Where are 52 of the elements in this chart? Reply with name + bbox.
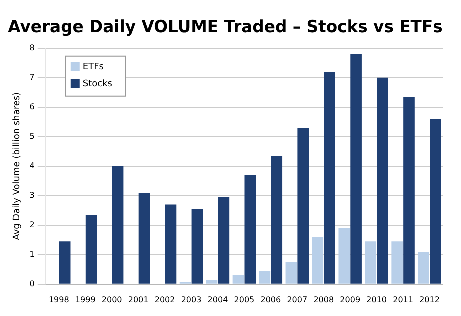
bar bbox=[392, 242, 403, 284]
bar bbox=[365, 242, 377, 284]
bar bbox=[377, 78, 388, 284]
x-tick-label: 2012 bbox=[420, 295, 440, 304]
bar bbox=[192, 209, 204, 284]
bar bbox=[206, 280, 218, 284]
legend-label: Stocks bbox=[82, 80, 113, 90]
y-tick-label: 1 bbox=[30, 250, 35, 259]
bar bbox=[338, 228, 350, 284]
bar bbox=[298, 128, 310, 284]
x-tick-label: 2011 bbox=[393, 295, 414, 304]
bar bbox=[418, 252, 430, 284]
bar bbox=[86, 215, 98, 284]
y-tick-label: 6 bbox=[30, 102, 35, 112]
x-tick-label: 2000 bbox=[102, 295, 122, 304]
bar bbox=[138, 192, 150, 284]
y-tick-label: 4 bbox=[30, 161, 35, 170]
bar bbox=[112, 166, 124, 284]
y-tick-label: 7 bbox=[30, 72, 35, 82]
bar bbox=[350, 54, 362, 284]
y-tick-label: 0 bbox=[30, 279, 35, 288]
bar bbox=[244, 175, 256, 284]
bar bbox=[59, 242, 71, 284]
y-tick-label: 8 bbox=[30, 43, 35, 52]
bar bbox=[165, 204, 177, 284]
bar bbox=[286, 262, 298, 284]
x-tick-label: 2004 bbox=[208, 295, 228, 304]
x-tick-label: 2007 bbox=[287, 295, 308, 304]
x-tick-label: 2003 bbox=[181, 295, 202, 304]
bar bbox=[232, 276, 244, 284]
bar bbox=[259, 271, 271, 284]
x-tick-label: 2009 bbox=[340, 295, 361, 304]
y-tick-label: 5 bbox=[30, 132, 35, 141]
bar bbox=[404, 97, 415, 284]
y-tick-label: 3 bbox=[30, 190, 35, 200]
x-tick-label: 2002 bbox=[154, 295, 176, 304]
y-tick-label: 2 bbox=[30, 220, 35, 230]
x-tick-label: 2006 bbox=[260, 295, 282, 304]
y-axis-title: Avg Daily Volume (billion shares) bbox=[12, 92, 23, 240]
bar bbox=[271, 156, 283, 284]
x-tick-label: 2001 bbox=[128, 295, 149, 304]
x-tick-label: 2008 bbox=[314, 295, 334, 304]
bar bbox=[218, 197, 230, 284]
x-tick-label: 2010 bbox=[366, 295, 387, 304]
x-tick-label: 1998 bbox=[48, 295, 70, 304]
x-tick-label: 2005 bbox=[234, 295, 255, 304]
legend-label: ETFs bbox=[82, 62, 104, 73]
bar bbox=[312, 237, 324, 284]
chart-title: Average Daily VOLUME Traded – Stocks vs ETFs bbox=[8, 17, 443, 37]
x-tick-label: 1999 bbox=[75, 295, 96, 304]
bar bbox=[430, 119, 442, 284]
bar bbox=[324, 72, 336, 284]
